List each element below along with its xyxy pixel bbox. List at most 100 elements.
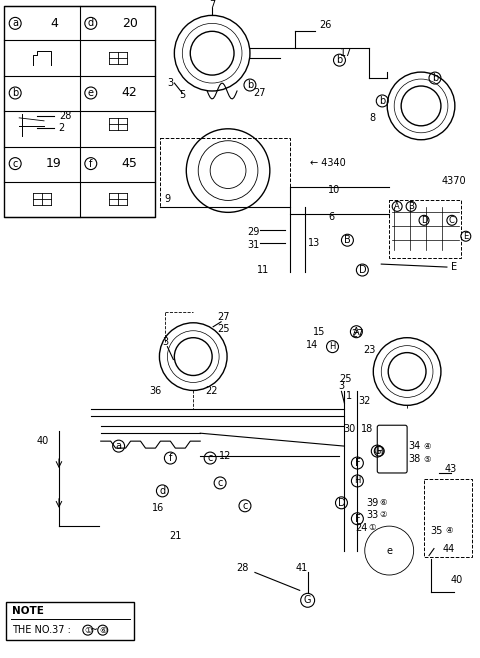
Text: c: c xyxy=(12,159,18,168)
Text: ← 4340: ← 4340 xyxy=(310,158,346,168)
Text: 2: 2 xyxy=(58,123,64,133)
Text: E: E xyxy=(463,232,468,241)
Text: 6: 6 xyxy=(328,213,335,222)
Text: c: c xyxy=(242,501,248,511)
Text: 27: 27 xyxy=(217,312,229,322)
Text: 14: 14 xyxy=(305,340,318,349)
Text: b: b xyxy=(432,73,438,83)
Text: 25: 25 xyxy=(339,374,352,384)
Text: 27: 27 xyxy=(253,88,266,98)
Text: c: c xyxy=(207,453,213,463)
Text: b: b xyxy=(12,88,18,98)
Bar xyxy=(389,201,461,258)
Text: a: a xyxy=(116,441,121,451)
Text: 23: 23 xyxy=(363,345,375,355)
Text: b: b xyxy=(247,80,253,90)
Text: 33: 33 xyxy=(366,510,378,520)
Text: D: D xyxy=(359,265,366,275)
Text: 5: 5 xyxy=(179,90,185,100)
Text: d: d xyxy=(159,486,166,496)
Text: 17: 17 xyxy=(340,48,353,58)
Text: 26: 26 xyxy=(319,20,332,30)
Text: 3: 3 xyxy=(162,337,168,347)
Text: ④: ④ xyxy=(445,526,453,535)
Text: 39: 39 xyxy=(366,498,378,508)
Text: 12: 12 xyxy=(219,451,231,461)
Text: 44: 44 xyxy=(443,544,455,553)
Text: f: f xyxy=(89,159,93,168)
Text: 27: 27 xyxy=(351,329,364,339)
Text: F: F xyxy=(355,458,360,468)
Text: 1: 1 xyxy=(347,392,352,401)
Text: ④: ④ xyxy=(423,442,431,451)
Text: 42: 42 xyxy=(122,86,137,99)
Text: 36: 36 xyxy=(149,386,162,396)
Text: 29: 29 xyxy=(248,227,260,238)
Text: ①: ① xyxy=(84,626,92,635)
Text: 41: 41 xyxy=(296,563,308,574)
Text: 28: 28 xyxy=(60,111,72,121)
Text: 3: 3 xyxy=(338,382,345,392)
Text: E: E xyxy=(451,262,457,272)
Text: THE NO.37 :: THE NO.37 : xyxy=(12,625,74,635)
Text: e: e xyxy=(88,88,94,98)
Text: c: c xyxy=(217,478,223,488)
Text: 38: 38 xyxy=(408,454,420,464)
Text: 7: 7 xyxy=(209,1,215,11)
Text: NOTE: NOTE xyxy=(12,606,44,617)
Text: b: b xyxy=(336,55,343,65)
Text: A: A xyxy=(394,202,400,211)
Text: b: b xyxy=(379,96,385,106)
Text: ⑥: ⑥ xyxy=(380,498,387,507)
Bar xyxy=(6,602,133,640)
Text: 43: 43 xyxy=(445,464,457,474)
Text: 4: 4 xyxy=(50,17,58,30)
Text: 9: 9 xyxy=(164,194,170,205)
Text: 32: 32 xyxy=(358,396,371,407)
Text: 31: 31 xyxy=(248,240,260,250)
Text: ⑥: ⑥ xyxy=(99,626,107,635)
Text: A: A xyxy=(353,327,360,337)
Text: 11: 11 xyxy=(257,265,269,275)
Text: d: d xyxy=(88,18,94,28)
Text: 10: 10 xyxy=(328,186,341,195)
Text: H: H xyxy=(354,476,360,486)
Text: 24: 24 xyxy=(355,522,368,533)
Text: H: H xyxy=(329,342,336,351)
Text: F: F xyxy=(355,514,360,524)
Text: 3: 3 xyxy=(168,78,173,88)
Text: D: D xyxy=(421,216,427,225)
Text: 34: 34 xyxy=(408,441,420,451)
Text: a: a xyxy=(12,18,18,28)
Text: 40: 40 xyxy=(451,575,463,586)
Text: ①: ① xyxy=(369,523,376,532)
Text: G: G xyxy=(373,446,381,456)
Text: C: C xyxy=(449,216,455,225)
Text: 30: 30 xyxy=(343,424,356,434)
Bar xyxy=(424,479,472,557)
Text: e: e xyxy=(386,545,392,555)
Text: 4370: 4370 xyxy=(442,176,466,186)
Text: 21: 21 xyxy=(169,530,181,541)
Bar xyxy=(160,138,290,207)
Text: G: G xyxy=(304,595,312,605)
Text: 18: 18 xyxy=(361,424,373,434)
Text: H: H xyxy=(376,447,383,455)
Text: 13: 13 xyxy=(308,238,320,248)
Text: 28: 28 xyxy=(236,563,248,574)
Text: ~: ~ xyxy=(90,625,98,635)
Text: 40: 40 xyxy=(37,436,49,446)
Text: 35: 35 xyxy=(431,526,443,536)
Text: 8: 8 xyxy=(369,113,375,123)
Text: D: D xyxy=(337,498,345,508)
Text: ②: ② xyxy=(380,510,387,519)
Text: 16: 16 xyxy=(152,503,165,513)
Text: 20: 20 xyxy=(121,17,138,30)
Bar xyxy=(4,7,156,217)
Text: ⑤: ⑤ xyxy=(423,455,431,463)
Text: 15: 15 xyxy=(313,327,326,337)
Text: 22: 22 xyxy=(205,386,217,396)
Text: 25: 25 xyxy=(217,324,229,334)
Text: 19: 19 xyxy=(46,157,62,170)
Text: B: B xyxy=(344,235,351,245)
